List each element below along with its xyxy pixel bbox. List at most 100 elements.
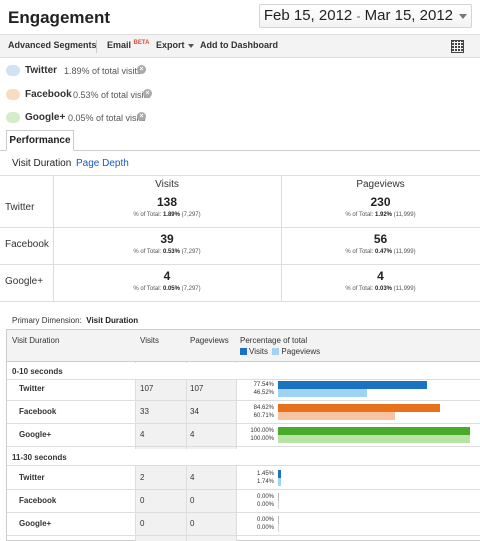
add-to-dashboard-button[interactable]: Add to Dashboard: [200, 40, 278, 50]
row-pageviews: 0: [190, 519, 195, 528]
bar-visits: [278, 427, 470, 435]
summary-pageviews: 230: [370, 195, 391, 209]
legend-swatch-pageviews: [272, 348, 280, 356]
advanced-segments-button[interactable]: Advanced Segments: [8, 40, 97, 50]
summary-row: Google+ 4 % of Total: 0.05% (7,297) 4 % …: [0, 265, 480, 302]
summary-pageviews-pct: % of Total: 0.47% (11,999): [281, 249, 480, 255]
row-pct-visits: 1.45%: [256, 471, 274, 477]
date-end: Mar 15, 2012: [364, 7, 453, 24]
row-name: Facebook: [19, 496, 57, 505]
toolbar-divider: [96, 40, 97, 53]
tab-performance[interactable]: Performance: [6, 130, 74, 151]
summary-visits-total: (7,297): [181, 212, 201, 218]
summary-row-label: Google+: [5, 276, 44, 287]
summary-visits: 138: [156, 195, 178, 209]
bar-visits: [278, 516, 279, 524]
group-label: 0-10 seconds: [12, 367, 63, 376]
summary-visits-pct-label: % of Total:: [133, 249, 162, 255]
date-range-picker[interactable]: Feb 15, 2012 - Mar 15, 2012: [258, 4, 472, 28]
primary-dimension: Primary Dimension: Visit Duration: [12, 316, 138, 325]
summary-visits: 39: [160, 232, 174, 246]
export-button[interactable]: Export: [156, 40, 194, 50]
divider: [281, 176, 282, 302]
segment-pct: 0.53% of total visits: [73, 90, 151, 100]
table-row[interactable]: Facebook 0 0 0.00% 0.00%: [7, 490, 480, 513]
row-pageviews: 107: [190, 384, 204, 393]
row-name: Facebook: [19, 407, 57, 416]
page-depth-link[interactable]: Page Depth: [76, 158, 129, 169]
col-header-visit-duration[interactable]: Visit Duration: [12, 336, 60, 345]
row-pct-visits: 77.54%: [253, 382, 274, 388]
row-visits: 2: [140, 473, 145, 482]
row-visits: 107: [140, 384, 154, 393]
row-visits: 0: [140, 496, 145, 505]
summary-pageviews: 56: [373, 232, 388, 246]
summary-visits-pct-label: % of Total:: [133, 286, 162, 292]
row-pct-pageviews: 46.52%: [253, 390, 274, 396]
summary-pageviews-pct: % of Total: 1.92% (11,999): [281, 212, 480, 218]
close-icon[interactable]: ×: [143, 89, 152, 98]
date-start: Feb 15, 2012: [263, 7, 353, 24]
segment-name: Facebook: [25, 89, 72, 100]
col-header-percentage: Percentage of total: [240, 336, 308, 345]
legend: Visits Pageviews: [240, 347, 320, 356]
beta-badge: BETA: [133, 40, 150, 46]
row-pct-pageviews: 100.00%: [250, 436, 274, 442]
summary-row: Twitter 138 % of Total: 1.89% (7,297) 23…: [0, 191, 480, 228]
summary-pageviews: 4: [377, 269, 384, 283]
summary-visits-pct-value: 1.89%: [162, 212, 180, 218]
table-row[interactable]: Google+ 4 4 100.00% 100.00%: [7, 424, 480, 447]
summary-pv-pct-label: % of Total:: [345, 212, 374, 218]
row-pct-visits: 100.00%: [250, 428, 274, 434]
summary-pv-pct-value: 0.03%: [374, 286, 392, 292]
summary-col-pageviews: Pageviews: [356, 179, 405, 190]
segment-color-icon: [6, 112, 20, 123]
close-icon[interactable]: ×: [137, 112, 146, 121]
export-label: Export: [156, 40, 185, 50]
row-visits: 0: [140, 519, 145, 528]
summary-row: Facebook 39 % of Total: 0.53% (7,297) 56…: [0, 228, 480, 265]
group-row: 11-30 seconds: [7, 449, 480, 466]
row-pct-pageviews: 1.74%: [256, 479, 274, 485]
close-icon[interactable]: ×: [137, 65, 146, 74]
summary-visits-pct: % of Total: 0.53% (7,297): [53, 249, 281, 255]
email-button[interactable]: Email BETA: [107, 40, 149, 50]
row-name: Twitter: [19, 384, 45, 393]
row-pct-visits: 0.00%: [256, 517, 274, 523]
primary-dimension-value[interactable]: Visit Duration: [86, 316, 139, 325]
primary-dimension-label: Primary Dimension:: [12, 316, 82, 325]
summary-pageviews-pct: % of Total: 0.03% (11,999): [281, 286, 480, 292]
summary-visits-pct: % of Total: 0.05% (7,297): [53, 286, 281, 292]
page-title: Engagement: [8, 8, 111, 27]
segment-pct: 0.05% of total visits: [68, 113, 146, 123]
summary-pv-pct-label: % of Total:: [345, 286, 374, 292]
bar-visits: [278, 470, 281, 478]
row-pct-visits: 0.00%: [256, 494, 274, 500]
segment-name: Twitter: [25, 65, 58, 76]
grid-view-icon[interactable]: [451, 40, 464, 53]
row-pageviews: 4: [190, 473, 195, 482]
summary-visits-total: (7,297): [181, 286, 201, 292]
summary-visits: 4: [163, 269, 171, 283]
row-name: Google+: [19, 430, 52, 439]
data-table: Visit Duration Visits Pageviews Percenta…: [6, 329, 480, 541]
row-visits: 4: [140, 430, 145, 439]
segment-color-icon: [6, 65, 20, 76]
row-pct-visits: 84.62%: [253, 405, 274, 411]
col-header-pageviews[interactable]: Pageviews: [190, 336, 229, 345]
table-row[interactable]: Twitter 2 4 1.45% 1.74%: [7, 467, 480, 490]
divider: [53, 176, 54, 302]
table-row[interactable]: Google+ 0 0 0.00% 0.00%: [7, 513, 480, 536]
bar-pageviews: [278, 478, 282, 486]
legend-swatch-visits: [240, 348, 247, 356]
group-label: 11-30 seconds: [12, 453, 67, 462]
table-row[interactable]: Twitter 107 107 77.54% 46.52%: [7, 378, 480, 401]
summary-pv-pct-value: 1.92%: [374, 212, 392, 218]
summary-pv-total: (11,999): [393, 249, 416, 255]
table-row[interactable]: Facebook 33 34 84.62% 60.71%: [7, 401, 480, 424]
row-pageviews: 0: [190, 496, 195, 505]
date-separator: -: [356, 9, 361, 23]
segment-name: Google+: [25, 112, 66, 123]
col-header-visits[interactable]: Visits: [140, 336, 159, 345]
visit-duration-link[interactable]: Visit Duration: [12, 158, 72, 169]
